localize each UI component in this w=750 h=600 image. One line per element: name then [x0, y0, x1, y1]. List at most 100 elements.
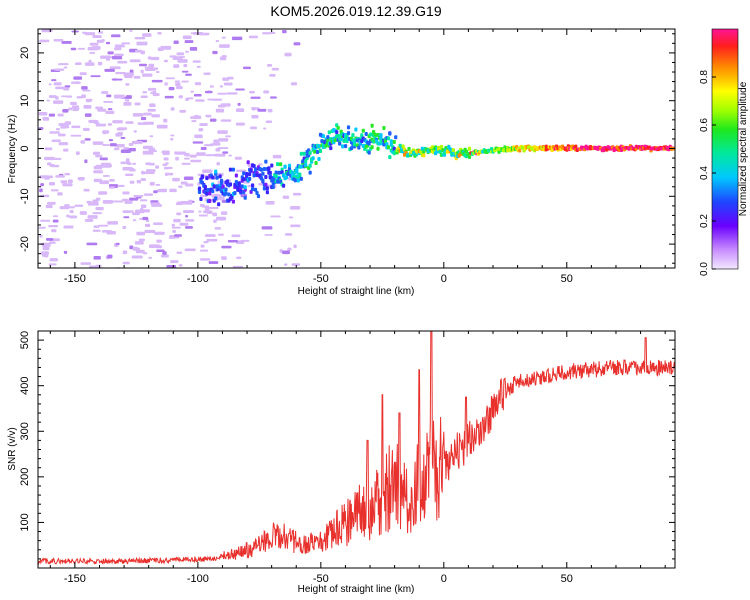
spectrogram-noise-cell [58, 142, 69, 146]
spectrogram-noise-cell [250, 126, 257, 130]
spectrogram-noise-cell [168, 86, 175, 91]
spectrogram-noise-cell [139, 199, 148, 202]
spectrogram-noise-cell [122, 261, 130, 265]
spectrogram-noise-cell [98, 224, 109, 227]
spectrogram-noise-cell [67, 206, 75, 209]
snr-y-tick-label: 200 [19, 468, 31, 486]
spectrogram-noise-cell [194, 114, 199, 119]
spectrogram-noise-cell [163, 118, 168, 123]
spectrogram-noise-cell [139, 63, 147, 67]
spectrogram-trace-cell [245, 173, 249, 178]
spectrogram-noise-cell [41, 243, 51, 247]
spectrogram-noise-cell [191, 120, 197, 123]
spectrogram-trace-cell [205, 176, 209, 181]
spectrogram-trace-cell [326, 135, 330, 140]
spectrogram-trace-cell [308, 163, 312, 168]
spectrogram-noise-cell [173, 218, 181, 223]
spectrogram-trace-cell [438, 149, 442, 154]
spectrogram-noise-cell [49, 258, 58, 262]
spectrogram-noise-cell [222, 151, 229, 154]
spectrogram-noise-cell [165, 162, 169, 165]
spectrogram-noise-cell [189, 154, 197, 158]
spectrogram-noise-cell [105, 56, 113, 59]
spectrogram-noise-cell [53, 39, 64, 42]
spectrogram-noise-cell [84, 138, 91, 141]
spectrogram-noise-cell [117, 60, 128, 64]
spectrogram-noise-cell [208, 261, 219, 264]
spectrogram-noise-cell [176, 212, 182, 216]
spectrogram-noise-cell [132, 247, 141, 251]
spectrogram-trace-cell [224, 191, 228, 196]
spectrogram-noise-cell [217, 92, 227, 95]
spectrogram-trace-cell [386, 145, 390, 150]
spectrogram-noise-cell [181, 162, 191, 165]
spectrogram-noise-cell [104, 68, 115, 72]
spectrogram-trace-cell [338, 141, 342, 146]
spectrogram-x-ticks: -150 -100 -50 0 50 [49, 29, 666, 285]
spectrogram-noise-cell [95, 164, 102, 168]
spectrogram-noise-cell [169, 188, 177, 193]
spectrogram-trace-cell [299, 164, 303, 169]
spectrogram-trace-cell [268, 175, 272, 180]
spectrogram-noise-cell [62, 183, 73, 187]
spectrogram-noise-cell [212, 212, 218, 217]
spectrogram-noise-cell [179, 109, 186, 113]
spectrogram-noise-cell [53, 82, 62, 86]
spectrogram-trace-cell [386, 136, 390, 141]
spectrogram-noise-cell [99, 157, 108, 161]
spectrogram-noise-cell [193, 93, 202, 97]
spectrogram-trace-cell [392, 139, 396, 144]
spectrogram-noise-cell [63, 225, 74, 229]
spectrogram-trace-cell [262, 186, 266, 191]
spectrogram-noise-cell [279, 249, 283, 253]
snr-x-label: Height of straight line (km) [298, 584, 415, 595]
spectrogram-noise-cell [157, 47, 164, 52]
spectrogram-noise-cell [177, 201, 182, 205]
spectrogram-noise-cell [142, 33, 152, 37]
spectrogram-trace-cell [379, 133, 383, 138]
spectrogram-noise-cell [40, 219, 51, 222]
spectrogram-trace-cell [320, 139, 324, 144]
spectrogram-noise-cell [183, 210, 194, 213]
spectrogram-trace-cell [376, 146, 380, 151]
spectrogram-noise-cell [190, 90, 194, 93]
spectrogram-trace-cell [221, 184, 225, 189]
spectrogram-trace-cell [422, 153, 426, 158]
spectrogram-trace-cell [242, 177, 246, 182]
spectrogram-noise-cell [49, 241, 56, 244]
spectrogram-noise-cell [77, 47, 86, 50]
spectrogram-trace-cell [367, 150, 371, 155]
spectrogram-trace-cell [261, 171, 265, 176]
spectrogram-noise-cell [183, 176, 194, 180]
spectrogram-noise-cell [106, 94, 112, 98]
spectrogram-noise-cell [175, 82, 181, 87]
spectrogram-noise-cell [178, 95, 183, 99]
spectrogram-noise-cell [157, 32, 162, 35]
spectrogram-noise-cell [111, 55, 123, 60]
spectrogram-trace-cell [271, 184, 275, 189]
spectrogram-noise-cell [199, 123, 208, 126]
spectrogram-noise-cell [38, 226, 46, 229]
spectrogram-trace-cell [267, 166, 271, 171]
spectrogram-noise-cell [70, 101, 77, 105]
spectrogram-noise-cell [257, 108, 267, 112]
spectrogram-noise-cell [156, 124, 168, 129]
spectrogram-noise-cell [164, 95, 174, 99]
spectrogram-noise-cell [147, 87, 157, 91]
spectrogram-noise-cell [202, 169, 213, 174]
spectrogram-trace-cell [227, 192, 231, 197]
spectrogram-noise-cell [174, 80, 181, 83]
spectrogram-noise-cell [127, 162, 132, 165]
spectrogram-trace-cell [439, 144, 444, 149]
spectrogram-noise-cell [142, 145, 153, 150]
spectrogram-noise-cell [134, 36, 146, 40]
spectrogram-noise-cell [95, 123, 106, 127]
spectrogram-noise-cell [235, 88, 245, 91]
spectrogram-noise-cell [209, 85, 214, 88]
spectrogram-noise-cell [124, 173, 134, 176]
spectrogram-noise-cell [227, 240, 238, 243]
spectrogram-noise-cell [107, 51, 114, 55]
spectrogram-noise-cell [217, 147, 229, 150]
spectrogram-noise-cell [220, 103, 231, 107]
spectrogram-noise-cell [190, 219, 195, 222]
